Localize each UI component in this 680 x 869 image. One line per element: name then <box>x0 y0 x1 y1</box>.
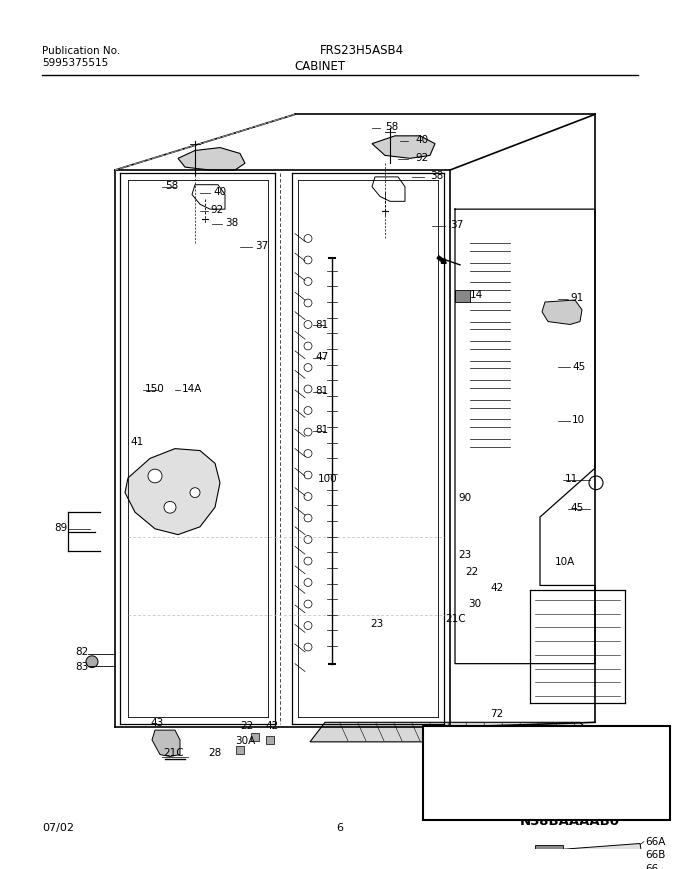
Text: 40: 40 <box>415 135 428 144</box>
Text: 23: 23 <box>370 618 384 628</box>
Text: 11: 11 <box>565 474 578 483</box>
Text: 47: 47 <box>315 351 328 362</box>
Text: 81: 81 <box>315 386 328 395</box>
Text: 66A: 66A <box>645 836 665 846</box>
Polygon shape <box>125 449 220 535</box>
Text: 37: 37 <box>255 241 268 251</box>
Text: 21C: 21C <box>163 746 184 757</box>
Text: 43: 43 <box>150 718 163 727</box>
Text: 22: 22 <box>240 720 253 731</box>
Text: 150: 150 <box>145 383 165 394</box>
Text: 23: 23 <box>458 549 471 560</box>
Bar <box>423 726 670 819</box>
Polygon shape <box>542 301 582 325</box>
Text: 10A: 10A <box>555 556 575 567</box>
Text: 5995375515: 5995375515 <box>42 57 108 68</box>
Text: 38: 38 <box>430 170 443 181</box>
Text: 42: 42 <box>490 583 503 593</box>
Bar <box>535 846 563 859</box>
Text: 66B: 66B <box>645 849 665 859</box>
Text: 90: 90 <box>458 493 471 503</box>
Text: CABINET: CABINET <box>294 60 345 73</box>
Text: 45: 45 <box>570 502 583 513</box>
FancyArrow shape <box>437 256 446 264</box>
Polygon shape <box>372 136 435 159</box>
Text: 30: 30 <box>468 599 481 608</box>
Circle shape <box>164 501 176 514</box>
Text: Publication No.: Publication No. <box>42 46 120 56</box>
Circle shape <box>190 488 200 498</box>
Text: 42: 42 <box>265 720 278 731</box>
Text: 58: 58 <box>165 181 178 190</box>
Text: 66: 66 <box>645 863 658 869</box>
Text: 28: 28 <box>208 746 221 757</box>
Text: 89: 89 <box>54 522 67 532</box>
Text: 10: 10 <box>572 415 585 425</box>
Text: 14A: 14A <box>182 383 203 394</box>
Text: 14: 14 <box>470 290 483 300</box>
Text: 100: 100 <box>318 474 338 483</box>
Text: 81: 81 <box>315 319 328 329</box>
Text: 45: 45 <box>572 362 585 371</box>
Text: 38: 38 <box>225 217 238 228</box>
Circle shape <box>148 469 162 483</box>
Text: 22: 22 <box>465 566 478 576</box>
Bar <box>251 733 259 741</box>
Text: 30A: 30A <box>235 735 255 745</box>
Bar <box>266 736 274 744</box>
Text: 91: 91 <box>570 293 583 302</box>
Text: 37: 37 <box>450 220 463 229</box>
Circle shape <box>86 656 98 667</box>
Polygon shape <box>152 730 180 757</box>
Text: 72: 72 <box>490 707 503 718</box>
Bar <box>455 291 470 302</box>
Text: FRS23H5ASB4: FRS23H5ASB4 <box>320 44 404 57</box>
Polygon shape <box>430 844 642 869</box>
Text: 41: 41 <box>130 436 143 447</box>
Text: 07/02: 07/02 <box>42 822 74 832</box>
Text: 82: 82 <box>75 647 88 656</box>
Text: 40: 40 <box>213 186 226 196</box>
Bar <box>236 746 244 753</box>
Text: 58: 58 <box>385 122 398 132</box>
Text: 83: 83 <box>75 660 88 671</box>
Text: 21C: 21C <box>445 613 466 623</box>
Text: N58BAAAAB0: N58BAAAAB0 <box>520 813 620 826</box>
Text: 92: 92 <box>415 153 428 163</box>
Polygon shape <box>310 722 600 742</box>
Polygon shape <box>178 149 245 171</box>
Text: 6: 6 <box>337 822 343 832</box>
Text: 92: 92 <box>210 205 223 215</box>
Text: 81: 81 <box>315 425 328 434</box>
